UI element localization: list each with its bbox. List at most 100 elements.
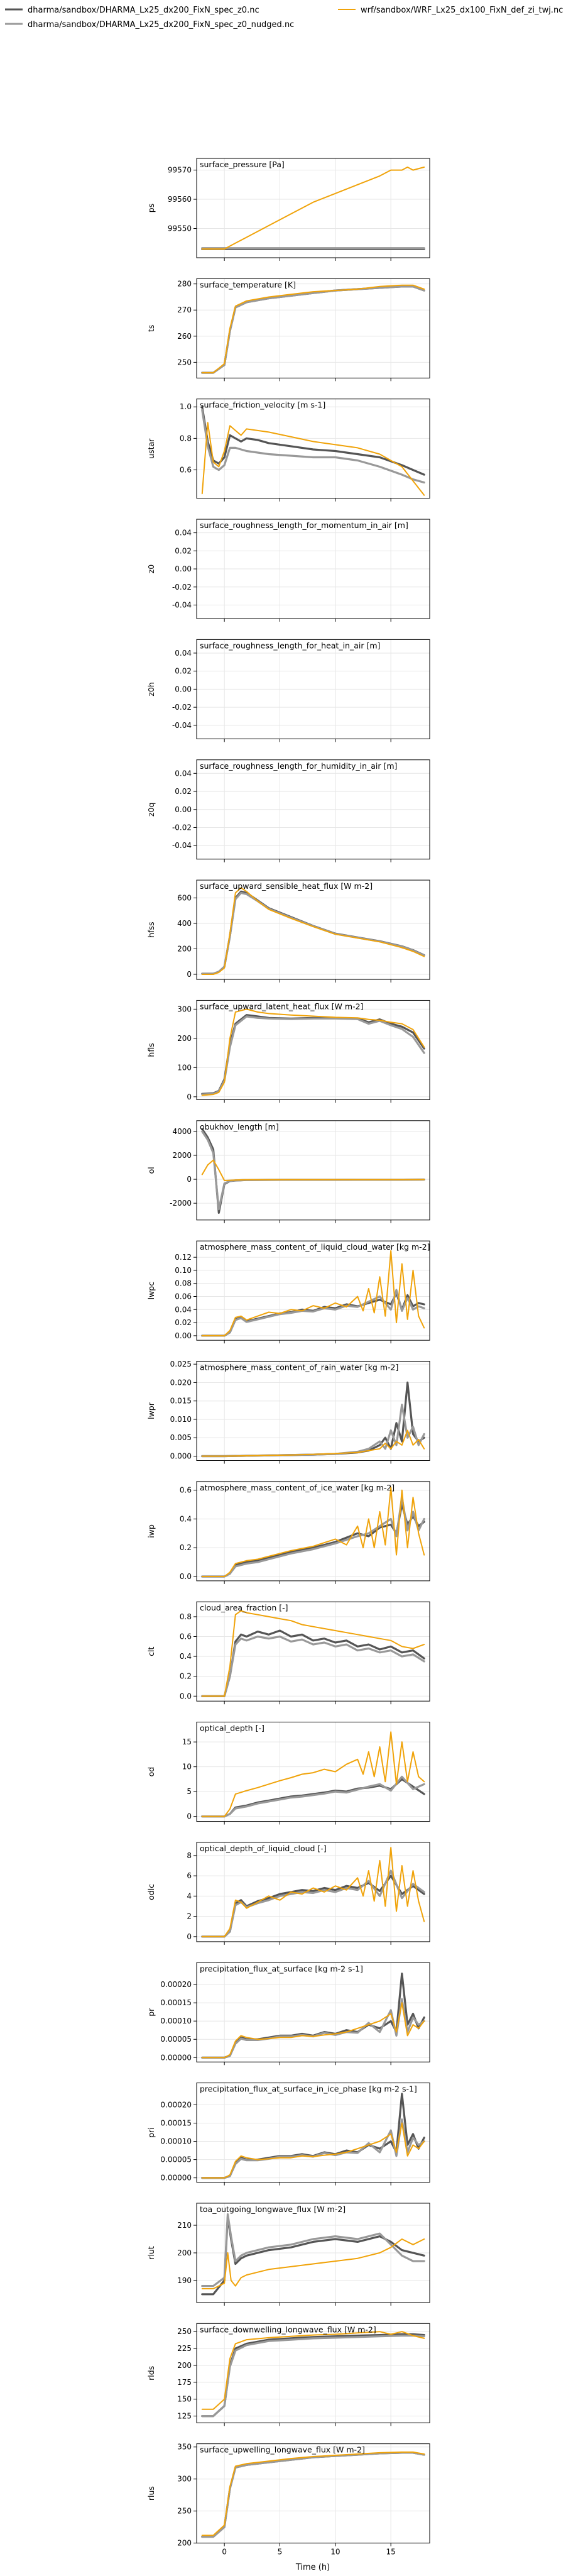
series-group bbox=[201, 166, 425, 250]
y-tick-label: 0.6 bbox=[180, 1632, 192, 1641]
series-line-2 bbox=[201, 166, 425, 250]
y-tick-label: 0.4 bbox=[180, 1514, 192, 1523]
series-group bbox=[201, 1008, 425, 1096]
y-axis-label: odlc bbox=[146, 1884, 156, 1900]
series-line-1 bbox=[201, 1635, 425, 1697]
chart-panel-15: 0.00000 0.00005 0.00010 0.00015 0.00020 preci… bbox=[146, 1962, 430, 2066]
series-line-1 bbox=[201, 1496, 425, 1578]
y-tick-label: 250 bbox=[177, 2507, 192, 2516]
series-line-2 bbox=[201, 1731, 425, 1817]
y-tick-label: -2000 bbox=[170, 1199, 192, 1208]
panel-title: surface_temperature [K] bbox=[200, 280, 296, 289]
plot-frame bbox=[196, 2323, 430, 2423]
panel-title: cloud_area_fraction [-] bbox=[200, 1603, 288, 1612]
chart-panel-7: 0 100 200 300 surface_upward_latent_heat_flu… bbox=[146, 999, 430, 1103]
y-tick-label: 8 bbox=[187, 1851, 192, 1860]
series-line-2 bbox=[201, 1610, 425, 1697]
y-tick-label: 0.00015 bbox=[160, 2118, 192, 2127]
y-tick-label: 0.10 bbox=[175, 1266, 192, 1275]
series-line-2 bbox=[201, 1487, 425, 1577]
chart-panel-9: 0.00 0.02 0.04 0.06 0.08 0.10 0.12 atmosphere_m… bbox=[146, 1240, 430, 1344]
y-tick-label: 0.00 bbox=[175, 1331, 192, 1340]
y-axis-label: rlds bbox=[146, 2366, 156, 2381]
y-tick-label: 0.0 bbox=[180, 1572, 192, 1581]
y-tick-label: 250 bbox=[177, 358, 192, 366]
chart-panel-14: 0 2 4 6 8 optical_depth_of_liquid_cloud [-] od… bbox=[146, 1842, 430, 1945]
y-tick-label: 2000 bbox=[172, 1151, 192, 1160]
series-line-1 bbox=[201, 1775, 425, 1818]
chart-panel-13: 0 5 10 15 optical_depth [-] od bbox=[146, 1722, 430, 1825]
series-group bbox=[201, 1381, 425, 1458]
y-tick-label: 200 bbox=[177, 2539, 192, 2548]
y-tick-label: 250 bbox=[177, 2327, 192, 2336]
y-tick-label: 0.00 bbox=[175, 805, 192, 814]
y-tick-label: 0.0 bbox=[180, 1692, 192, 1700]
y-tick-label: 0.00010 bbox=[160, 2137, 192, 2146]
y-tick-label: 100 bbox=[177, 1063, 192, 1072]
y-tick-label: -0.02 bbox=[172, 583, 192, 592]
series-line-1 bbox=[201, 2118, 425, 2179]
y-tick-label: 0.00005 bbox=[160, 2035, 192, 2044]
plot-frame bbox=[196, 278, 430, 378]
chart-panel-16: 0.00000 0.00005 0.00010 0.00015 0.00020 preci… bbox=[146, 2083, 430, 2186]
legend-label-0: dharma/sandbox/DHARMA_Lx25_dx200_FixN_sp… bbox=[28, 6, 259, 15]
plot-frame bbox=[196, 1962, 430, 2062]
y-tick-label: 0.08 bbox=[175, 1279, 192, 1288]
y-tick-label: 0.00000 bbox=[160, 2174, 192, 2182]
series-group bbox=[201, 2213, 425, 2296]
y-tick-label: 400 bbox=[177, 919, 192, 928]
y-tick-label: 350 bbox=[177, 2443, 192, 2452]
plot-frame bbox=[196, 1722, 430, 1822]
y-tick-label: 0.02 bbox=[175, 1318, 192, 1327]
series-line-2 bbox=[201, 1429, 425, 1457]
plot-frame bbox=[196, 2203, 430, 2303]
y-axis-label: z0q bbox=[146, 803, 156, 817]
series-group bbox=[201, 1610, 425, 1697]
series-group bbox=[201, 284, 425, 374]
x-axis-label: Time (h) bbox=[295, 2563, 330, 2572]
series-group bbox=[201, 1128, 425, 1214]
y-tick-label: 300 bbox=[177, 1005, 192, 1013]
x-tick-label: 5 bbox=[278, 2548, 283, 2557]
y-axis-label: hfss bbox=[146, 922, 156, 937]
panel-title: toa_outgoing_longwave_flux [W m-2] bbox=[200, 2204, 346, 2214]
plot-frame bbox=[196, 879, 430, 980]
series-group bbox=[201, 2451, 425, 2538]
y-tick-label: 0.00005 bbox=[160, 2155, 192, 2164]
y-tick-label: 0.06 bbox=[175, 1292, 192, 1301]
series-group bbox=[201, 1973, 425, 2059]
y-tick-label: -0.04 bbox=[172, 601, 192, 610]
y-tick-label: 99560 bbox=[168, 195, 192, 204]
chart-panel-11: 0.0 0.2 0.4 0.6 atmosphere_mass_content_of_i… bbox=[146, 1481, 430, 1584]
chart-panel-18: 125 150 175 200 225 250 surface_downwelling_lo… bbox=[146, 2323, 430, 2426]
y-tick-label: 0.00 bbox=[175, 685, 192, 693]
y-tick-label: 0.6 bbox=[180, 1486, 192, 1495]
y-tick-label: 0.015 bbox=[170, 1397, 192, 1406]
legend-label-1: dharma/sandbox/DHARMA_Lx25_dx200_FixN_sp… bbox=[28, 20, 294, 30]
series-line-2 bbox=[201, 1847, 425, 1937]
series-line-2 bbox=[201, 1008, 425, 1096]
y-tick-label: 0.12 bbox=[175, 1253, 192, 1262]
y-tick-label: 200 bbox=[177, 944, 192, 953]
panel-title: atmosphere_mass_content_of_rain_water [k… bbox=[200, 1363, 398, 1372]
plot-frame bbox=[196, 2083, 430, 2183]
panel-title: optical_depth [-] bbox=[200, 1724, 264, 1733]
plot-frame bbox=[196, 1240, 430, 1341]
y-tick-label: 0.00020 bbox=[160, 2100, 192, 2109]
y-tick-label: 15 bbox=[182, 1737, 192, 1746]
plot-frame bbox=[196, 1481, 430, 1582]
y-tick-label: 0 bbox=[187, 1812, 192, 1821]
y-tick-label: -0.04 bbox=[172, 841, 192, 850]
y-tick-label: 0.2 bbox=[180, 1543, 192, 1552]
series-group bbox=[201, 887, 425, 975]
plot-frame bbox=[196, 158, 430, 258]
y-tick-label: 190 bbox=[177, 2276, 192, 2285]
y-tick-label: 0 bbox=[187, 1093, 192, 1101]
panel-title: precipitation_flux_at_surface_in_ice_pha… bbox=[200, 2084, 417, 2094]
y-tick-label: 0.00020 bbox=[160, 1980, 192, 1989]
panel-title: surface_downwelling_longwave_flux [W m-2… bbox=[200, 2325, 376, 2334]
y-tick-label: 0.020 bbox=[170, 1378, 192, 1387]
y-axis-label: z0h bbox=[146, 682, 156, 696]
chart-panel-4: -0.04 -0.02 0.00 0.02 0.04 surface_roughness_… bbox=[146, 639, 430, 742]
